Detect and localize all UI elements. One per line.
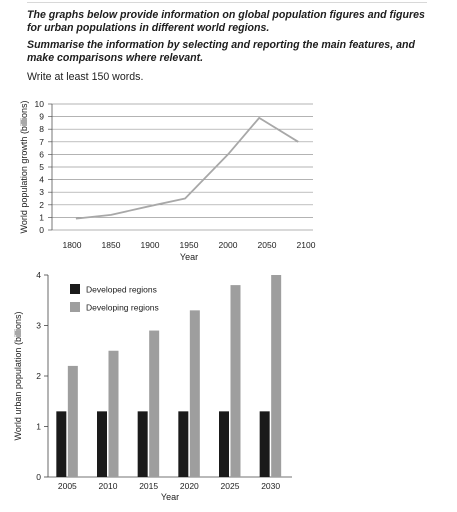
x-axis-label: Year: [161, 492, 179, 502]
y-tick-label: 0: [36, 472, 41, 482]
x-tick-label: 2020: [180, 481, 199, 491]
task-summary-instruction: Summarise the information by selecting a…: [27, 39, 415, 64]
x-tick-label: 1850: [102, 240, 121, 250]
word-count-instruction: Write at least 150 words.: [27, 71, 144, 83]
y-tick-label: 6: [39, 149, 44, 159]
y-tick-label: 3: [39, 187, 44, 197]
top-divider: [27, 2, 427, 3]
bar-developing: [108, 350, 119, 477]
legend-swatch: [70, 302, 80, 312]
bar-developed: [178, 411, 189, 477]
y-tick-label: 5: [39, 162, 44, 172]
x-tick-label: 2050: [258, 240, 277, 250]
task-description: The graphs below provide information on …: [27, 9, 425, 34]
bar-developing: [149, 330, 160, 477]
x-tick-label: 2100: [297, 240, 316, 250]
y-tick-label: 10: [35, 99, 45, 109]
y-tick-label: 4: [36, 270, 41, 280]
y-tick-label: 2: [39, 200, 44, 210]
y-tick-label: 2: [36, 371, 41, 381]
bar-developing: [230, 285, 241, 477]
y-tick-label: 9: [39, 112, 44, 122]
x-axis-label: Year: [180, 252, 198, 262]
x-tick-label: 2030: [261, 481, 280, 491]
urban-population-bar-chart: 0 1 2 3 4 2005 2010 2015 2020 2025 2030 Year World u…: [13, 270, 292, 502]
population-line-chart: 0 1 2 3 4 5 6 7 8 9 10 1800 1850 1900 1950 2000 2050 2100…: [19, 99, 316, 262]
x-tick-label: 2000: [219, 240, 238, 250]
y-tick-label: 1: [39, 212, 44, 222]
x-tick-label: 2010: [99, 481, 118, 491]
x-tick-label: 1800: [63, 240, 82, 250]
bar-developing: [189, 310, 200, 477]
x-tick-label: 1900: [141, 240, 160, 250]
y-tick-label: 1: [36, 422, 41, 432]
x-tick-label: 2025: [221, 481, 240, 491]
population-series-line: [75, 116, 299, 220]
bar-developed: [219, 411, 229, 477]
legend-swatch: [70, 284, 80, 294]
y-tick-label: 7: [39, 137, 44, 147]
bar-developed: [97, 411, 107, 477]
x-tick-label: 2015: [139, 481, 158, 491]
x-tick-label: 2005: [58, 481, 77, 491]
bar-developed: [137, 411, 148, 477]
y-axis-label: World urban population (billions): [13, 312, 23, 441]
y-axis-label: World population growth (billions): [19, 101, 29, 234]
y-tick-label: 3: [36, 321, 41, 331]
bar-developing: [271, 275, 282, 477]
x-tick-label: 1950: [180, 240, 199, 250]
legend-label: Developing regions: [86, 303, 159, 313]
y-tick-label: 4: [39, 175, 44, 185]
bar-developing: [67, 365, 78, 477]
y-tick-label: 8: [39, 124, 44, 134]
legend-label: Developed regions: [86, 285, 157, 295]
bar-developed: [259, 411, 270, 477]
y-tick-label: 0: [39, 225, 44, 235]
bar-developed: [56, 411, 67, 477]
